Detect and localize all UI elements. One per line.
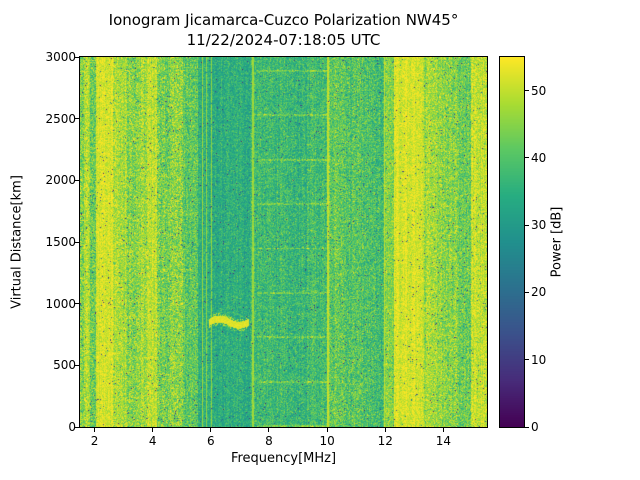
x-tick-label: 10	[319, 434, 335, 448]
y-tick-mark	[75, 426, 79, 428]
x-tick-label: 4	[148, 434, 157, 448]
ionogram-heatmap	[79, 56, 488, 428]
colorbar-tick-mark	[525, 157, 529, 159]
y-tick-label: 3000	[45, 50, 76, 64]
x-tick-mark	[442, 428, 444, 432]
colorbar-tick-mark	[525, 90, 529, 92]
x-tick-label: 14	[435, 434, 452, 448]
x-tick-mark	[268, 428, 270, 432]
y-tick-label: 2000	[45, 173, 76, 188]
y-tick-mark	[75, 364, 79, 366]
x-tick-label: 6	[206, 434, 215, 448]
x-tick-mark	[94, 428, 96, 432]
y-tick-mark	[75, 179, 79, 181]
chart-subtitle: 11/22/2024-07:18:05 UTC	[186, 31, 381, 49]
colorbar-tick-mark	[525, 359, 529, 361]
colorbar-gradient	[499, 56, 525, 428]
colorbar-tick-label: 30	[531, 218, 547, 233]
x-axis-label: Frequency[MHz]	[230, 451, 337, 466]
x-tick-label: 12	[377, 434, 393, 448]
x-tick-label: 8	[265, 434, 273, 448]
y-tick-label: 1000	[45, 296, 76, 311]
colorbar-tick-label: 20	[531, 285, 547, 300]
colorbar-tick-label: 0	[531, 420, 539, 434]
x-tick-mark	[210, 428, 212, 432]
y-tick-mark	[75, 56, 79, 58]
colorbar-tick-label: 50	[531, 83, 547, 98]
colorbar-tick-label: 40	[531, 150, 547, 165]
colorbar-tick-mark	[525, 224, 529, 226]
y-tick-mark	[75, 303, 79, 305]
y-tick-label: 1500	[45, 235, 76, 249]
x-tick-label: 2	[90, 434, 99, 448]
colorbar-tick-mark	[525, 426, 529, 428]
x-tick-mark	[152, 428, 154, 432]
y-tick-label: 500	[53, 358, 76, 373]
x-tick-mark	[384, 428, 386, 432]
y-tick-mark	[75, 241, 79, 243]
x-tick-mark	[326, 428, 328, 432]
colorbar-tick-label: 10	[531, 352, 547, 367]
y-tick-mark	[75, 118, 79, 120]
y-tick-label: 0	[68, 420, 76, 434]
colorbar-tick-mark	[525, 291, 529, 293]
y-axis-label: Virtual Distance[km]	[9, 175, 25, 309]
y-tick-label: 2500	[45, 111, 76, 126]
chart-title: Ionogram Jicamarca-Cuzco Polarization NW…	[108, 11, 459, 29]
